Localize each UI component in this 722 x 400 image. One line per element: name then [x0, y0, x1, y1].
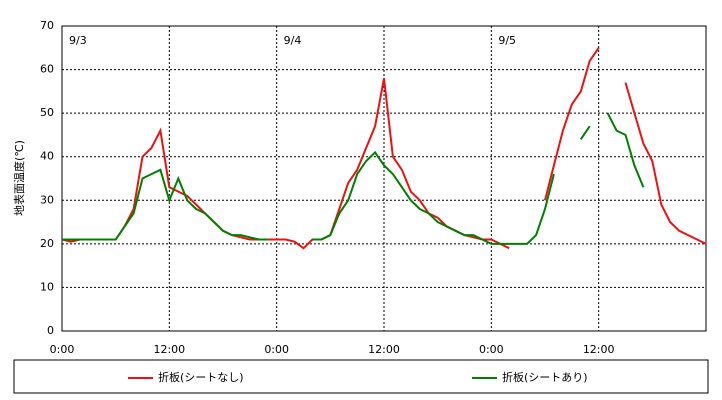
legend-label: 折板(シートあり) [502, 370, 588, 384]
x-tick-label: 12:00 [153, 343, 185, 356]
y-tick-label: 30 [40, 193, 54, 206]
x-tick-label: 0:00 [50, 343, 75, 356]
y-tick-label: 60 [40, 63, 54, 76]
y-tick-label: 70 [40, 19, 54, 32]
day-label: 9/5 [498, 34, 516, 47]
y-tick-label: 20 [40, 237, 54, 250]
x-tick-label: 0:00 [264, 343, 289, 356]
y-tick-label: 50 [40, 106, 54, 119]
day-label: 9/4 [284, 34, 302, 47]
y-axis-title: 地表面温度(℃) [12, 140, 26, 216]
x-tick-label: 0:00 [479, 343, 504, 356]
y-tick-label: 40 [40, 150, 54, 163]
day-label: 9/3 [69, 34, 87, 47]
series-line [61, 47, 707, 250]
legend-label: 折板(シートなし) [158, 370, 244, 384]
legend [13, 359, 709, 394]
x-tick-label: 12:00 [583, 343, 615, 356]
x-tick-label: 12:00 [368, 343, 400, 356]
y-tick-label: 10 [40, 280, 54, 293]
y-tick-label: 0 [47, 324, 54, 337]
